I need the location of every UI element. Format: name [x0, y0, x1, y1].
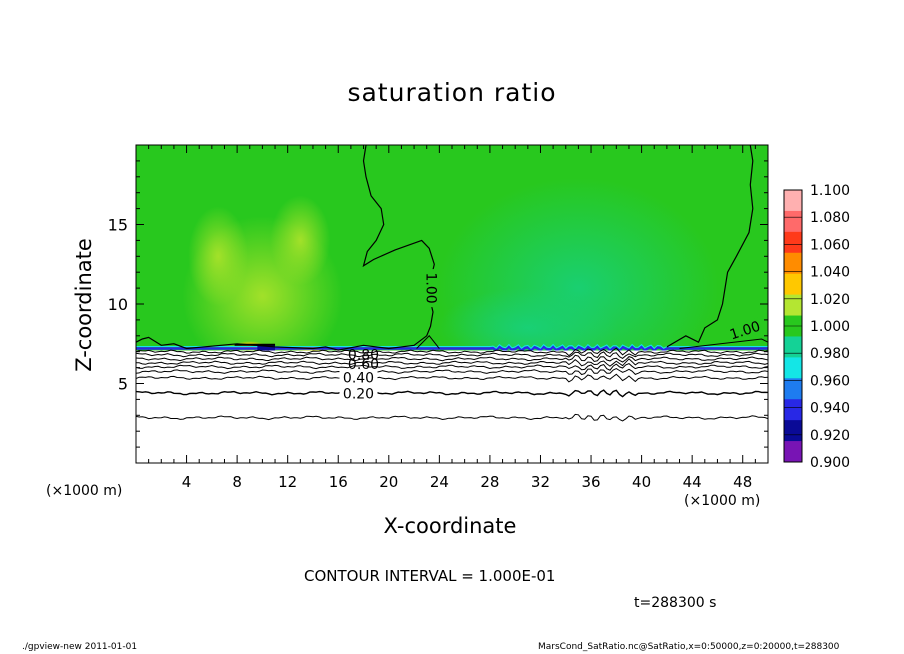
x-tick-label: 32 [531, 473, 550, 491]
colorbar-swatch [784, 378, 802, 400]
contour-label-bg [425, 269, 440, 308]
contour-label-text: 1.00 [423, 273, 439, 304]
field-region-left-upper2 [270, 195, 331, 286]
chart-title: saturation ratio [347, 78, 557, 107]
contour-label-text: 0.60 [348, 357, 379, 373]
colorbar-label: 0.900 [810, 455, 850, 471]
colorbar-swatch [784, 399, 802, 421]
colorbar-label: 0.960 [810, 373, 850, 389]
y-tick-label: 10 [108, 295, 128, 314]
contour-line [136, 413, 768, 422]
contour-line [136, 351, 768, 360]
footer-right: MarsCond_SatRatio.nc@SatRatio,x=0:50000,… [538, 642, 840, 652]
colorbar: 1.100 1.080 1.060 1.040 1.020 1.000 0.980 0.960… [783, 183, 850, 471]
x-tick-label: 12 [278, 473, 297, 491]
colorbar-swatch [784, 273, 802, 296]
colorbar-label: 1.080 [810, 210, 850, 226]
colorbar-label: 1.000 [810, 319, 850, 335]
contour-interval-text: CONTOUR INTERVAL = 1.000E-01 [304, 567, 556, 585]
contour-label-text: 0.80 [348, 348, 379, 364]
x-tick-label: 20 [379, 473, 398, 491]
field-surface-edge [136, 344, 768, 353]
saturation-field [136, 145, 768, 463]
colorbar-label: 0.980 [810, 346, 850, 362]
x-tick-label: 40 [632, 473, 651, 491]
colorbar-swatch [784, 294, 802, 317]
field-surface-edge-cyan [136, 343, 768, 350]
contour-lines [136, 145, 768, 422]
contour-line-1-00 [136, 145, 435, 351]
contour-label: 0.80 [348, 348, 379, 364]
contour-label-text: 0.40 [343, 371, 374, 387]
colorbar-swatch [784, 441, 802, 463]
contour-label-bg [339, 385, 378, 400]
colorbar-swatch [784, 190, 802, 212]
contour-line-1-00-right [666, 145, 754, 348]
contour-label-bg [724, 316, 765, 342]
contour-line [136, 389, 768, 398]
y-tick-label: 5 [118, 375, 128, 394]
contour-label-text: 0.20 [343, 387, 374, 403]
x-unit-label-left: (×1000 m) [46, 483, 123, 499]
colorbar-swatch [784, 210, 802, 233]
field-below-surface [136, 350, 768, 463]
contour-line [136, 354, 768, 363]
x-axis-label: X-coordinate [383, 514, 517, 538]
x-tick-label: 48 [733, 473, 752, 491]
field-dark-block [257, 344, 276, 351]
field-region-left-upper [188, 206, 249, 307]
contour-line [136, 358, 768, 367]
contour-line [136, 347, 768, 357]
contour-label: 1.00 [423, 269, 440, 308]
contour-label: 0.40 [339, 369, 378, 387]
x-tick-label: 36 [581, 473, 600, 491]
contour-labels: 1.001.000.800.600.400.20 [339, 269, 765, 403]
colorbar-label: 0.920 [810, 428, 850, 444]
x-tick-label: 8 [232, 473, 242, 491]
time-label: t=288300 s [634, 595, 717, 611]
x-tick-label: 28 [480, 473, 499, 491]
contour-line-1-00-right-low [679, 338, 768, 350]
footer-left: ./gpview-new 2011-01-01 [22, 642, 138, 652]
contour-label: 0.20 [339, 385, 378, 403]
y-tick-label: 15 [108, 216, 128, 235]
contour-line-1-00-loop [416, 335, 440, 349]
colorbar-swatch [784, 336, 802, 358]
colorbar-label: 1.020 [810, 292, 850, 308]
contour-line [136, 373, 768, 383]
x-tick-label: 16 [329, 473, 348, 491]
contour-label-bg [339, 369, 378, 384]
colorbar-swatch [784, 231, 802, 254]
y-axis-label: Z-coordinate [72, 238, 96, 372]
contour-line [136, 363, 768, 371]
x-unit-label-right: (×1000 m) [684, 493, 761, 509]
colorbar-swatch [784, 252, 802, 275]
x-tick-label: 4 [182, 473, 192, 491]
colorbar-label: 1.100 [810, 183, 850, 199]
colorbar-swatch [784, 420, 802, 442]
contour-label: 0.60 [348, 357, 379, 373]
x-tick-label: 24 [430, 473, 449, 491]
contour-line [136, 368, 768, 376]
colorbar-label: 1.060 [810, 237, 850, 253]
plot-area [136, 145, 768, 463]
colorbar-label: 1.040 [810, 265, 850, 281]
x-tick-label: 44 [683, 473, 702, 491]
colorbar-label: 0.940 [810, 401, 850, 417]
colorbar-swatch [784, 357, 802, 379]
